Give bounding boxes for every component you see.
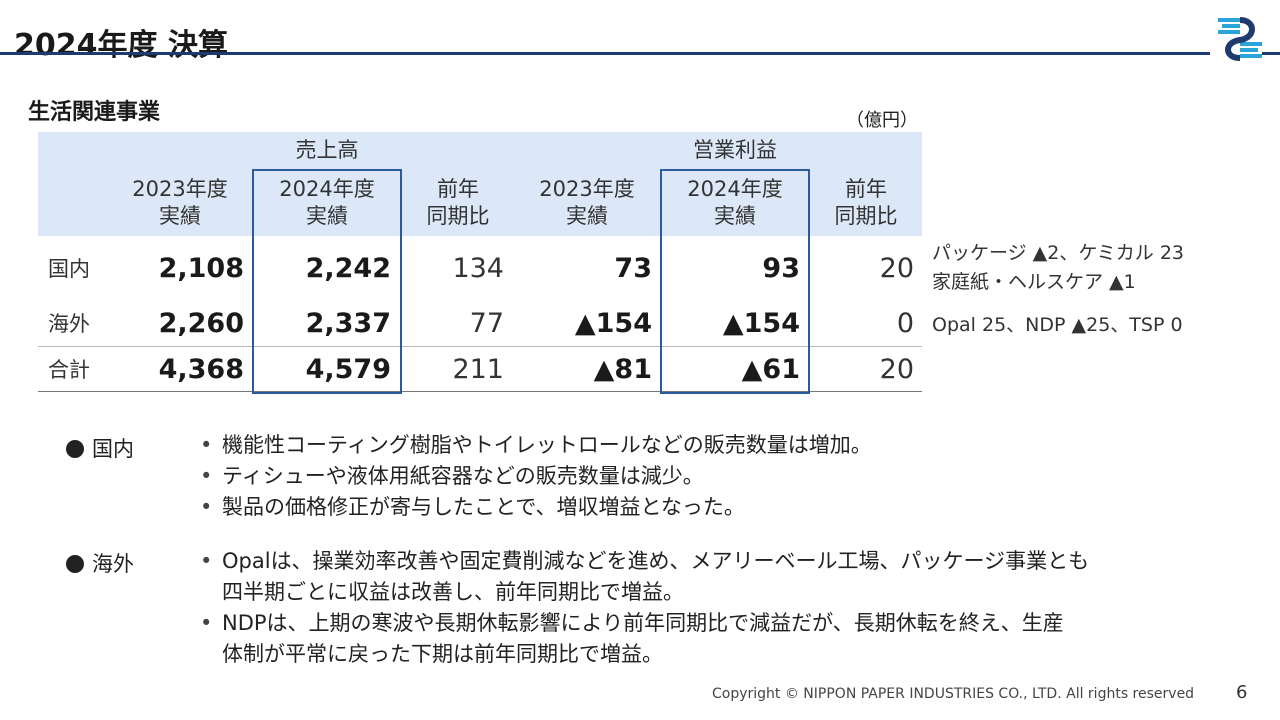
cell-domestic-profit-yoy: 20 [879,253,914,284]
col-header-line2: 実績 [714,204,756,228]
list-item: 製品の価格修正が寄与したことで、増収増益となった。 [200,492,872,523]
list-item-text: 製品の価格修正が寄与したことで、増収増益となった。 [222,495,745,519]
row-label-total: 合計 [48,358,90,382]
note-domestic-line2: 家庭紙・ヘルスケア ▲1 [932,271,1136,293]
list-item: 機能性コーティング樹脂やトイレットロールなどの販売数量は増加。 [200,430,872,461]
bullet-heading-text: 海外 [92,552,134,576]
company-logo-icon [1218,17,1262,61]
cell-domestic-profit-2024: 93 [762,253,800,284]
cell-overseas-sales-2024: 2,337 [305,308,391,339]
note-overseas: Opal 25、NDP ▲25、TSP 0 [932,314,1183,336]
col-header-line1: 2024年度 [279,177,375,201]
table-header-band [38,132,922,236]
cell-total-sales-2024: 4,579 [305,354,391,385]
list-item: ティシューや液体用紙容器などの販売数量は減少。 [200,461,872,492]
cell-domestic-sales-2024: 2,242 [305,253,391,284]
col-header-line1: 2024年度 [687,177,783,201]
col-header-sales-yoy: 前年 同期比 [402,176,514,230]
highlight-sales-2024 [252,169,402,394]
col-header-line1: 前年 [437,177,479,201]
cell-overseas-sales-yoy: 77 [469,308,504,339]
copyright-text: Copyright © NIPPON PAPER INDUSTRIES CO.,… [712,686,1195,702]
list-item-text-line1: Opalは、操業効率改善や固定費削減などを進め、メアリーベール工場、パッケージ事… [222,549,1090,573]
col-header-line1: 前年 [845,177,887,201]
list-item-text-line2: 四半期ごとに収益は改善し、前年同期比で増益。 [222,580,684,604]
col-header-line2: 同期比 [426,204,490,228]
row-label-domestic: 国内 [48,257,90,281]
col-header-line2: 実績 [566,204,608,228]
page-number: 6 [1236,682,1248,703]
cell-total-sales-yoy: 211 [452,354,504,385]
cell-total-profit-2024: ▲61 [741,354,800,385]
cell-domestic-profit-2023: 73 [614,253,652,284]
unit-label: （億円） [846,110,918,131]
cell-domestic-sales-yoy: 134 [452,253,504,284]
bullet-heading-domestic: 国内 [66,433,134,463]
row-label-overseas: 海外 [48,312,90,336]
title-rule [0,52,1210,55]
col-header-line1: 2023年度 [539,177,635,201]
list-item: NDPは、上期の寒波や長期休転影響により前年同期比で減益だが、長期休転を終え、生… [200,608,1089,670]
cell-overseas-profit-2023: ▲154 [574,308,652,339]
list-item-text: 機能性コーティング樹脂やトイレットロールなどの販売数量は増加。 [222,433,872,457]
circle-bullet-icon [66,555,84,573]
col-header-line2: 同期比 [834,204,898,228]
note-domestic-line1: パッケージ ▲2、ケミカル 23 [932,242,1185,264]
col-header-profit-yoy: 前年 同期比 [810,176,922,230]
highlight-profit-2024 [660,169,810,394]
col-header-sales-2023: 2023年度 実績 [108,176,252,230]
cell-overseas-profit-yoy: 0 [896,308,914,339]
bullet-heading-overseas: 海外 [66,548,134,578]
cell-total-profit-yoy: 20 [879,354,914,385]
table-bottom-rule [38,391,922,392]
domestic-bullet-list: 機能性コーティング樹脂やトイレットロールなどの販売数量は増加。 ティシューや液体… [200,430,872,523]
list-item: Opalは、操業効率改善や固定費削減などを進め、メアリーベール工場、パッケージ事… [200,546,1089,608]
col-header-line2: 実績 [306,204,348,228]
cell-total-profit-2023: ▲81 [593,354,652,385]
cell-overseas-sales-2023: 2,260 [158,308,244,339]
col-header-line1: 2023年度 [132,177,228,201]
col-header-profit-2024: 2024年度 実績 [662,176,808,230]
profit-group-header: 営業利益 [693,138,777,162]
title-rule-right [1262,52,1280,55]
list-item-text: ティシューや液体用紙容器などの販売数量は減少。 [222,464,704,488]
cell-total-sales-2023: 4,368 [158,354,244,385]
row-divider [38,346,922,347]
bullet-heading-text: 国内 [92,437,134,461]
list-item-text-line1: NDPは、上期の寒波や長期休転影響により前年同期比で減益だが、長期休転を終え、生… [222,611,1064,635]
list-item-text-line2: 体制が平常に戻った下期は前年同期比で増益。 [222,642,663,666]
cell-domestic-sales-2023: 2,108 [158,253,244,284]
overseas-bullet-list: Opalは、操業効率改善や固定費削減などを進め、メアリーベール工場、パッケージ事… [200,546,1089,670]
circle-bullet-icon [66,440,84,458]
col-header-sales-2024: 2024年度 実績 [254,176,400,230]
section-heading: 生活関連事業 [28,100,161,125]
col-header-line2: 実績 [159,204,201,228]
cell-overseas-profit-2024: ▲154 [722,308,800,339]
page-title: 2024年度 決算 [14,28,228,63]
col-header-profit-2023: 2023年度 実績 [514,176,660,230]
sales-group-header: 売上高 [295,138,359,162]
